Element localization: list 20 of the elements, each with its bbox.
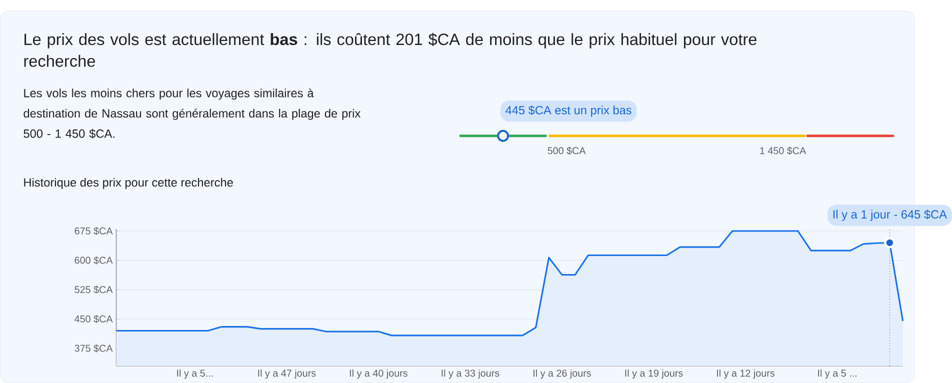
x-tick-label: Il y a 19 jours	[625, 369, 683, 379]
text: 1 450 $CA	[760, 146, 806, 155]
text: Les vols les moins chers pour les voyages similaires à destination de Nassau sont généralement dans la plage de prix 500 - 1 450 $CA.	[24, 88, 361, 139]
x-tick-label: Il y a 5...	[177, 369, 213, 379]
annotation: Il y a 1 jour - 645 $CA	[833, 210, 947, 221]
text: 445 $CA est un prix bas	[506, 105, 632, 117]
x-tick-label: Il y a 40 jours	[350, 369, 408, 379]
text: 500 $CA	[548, 146, 586, 155]
y-tick-label: 525 $CA	[74, 286, 113, 294]
x-tick-label: Il y a 47 jours	[258, 369, 316, 379]
x-tick-label: Il y a 26 jours	[534, 369, 591, 379]
y-tick-label: 375 $CA	[74, 344, 113, 352]
y-tick-label: 600 $CA	[74, 256, 113, 264]
y-tick-label: 675 $CA	[74, 226, 113, 235]
x-tick-label: Il y a 5 ...	[818, 369, 856, 379]
y-tick-label: 450 $CA	[74, 314, 113, 323]
x-tick-label: Il y a 12 jours	[717, 369, 775, 379]
chart-title: Historique des prix pour cette recherche	[24, 178, 233, 189]
text: Le prix des vols est actuellement bas : ils coûtent 201 $CA de moins que le prix habituel pour votre recherche	[24, 32, 756, 67]
x-tick-label: Il y a 33 jours	[442, 369, 500, 379]
